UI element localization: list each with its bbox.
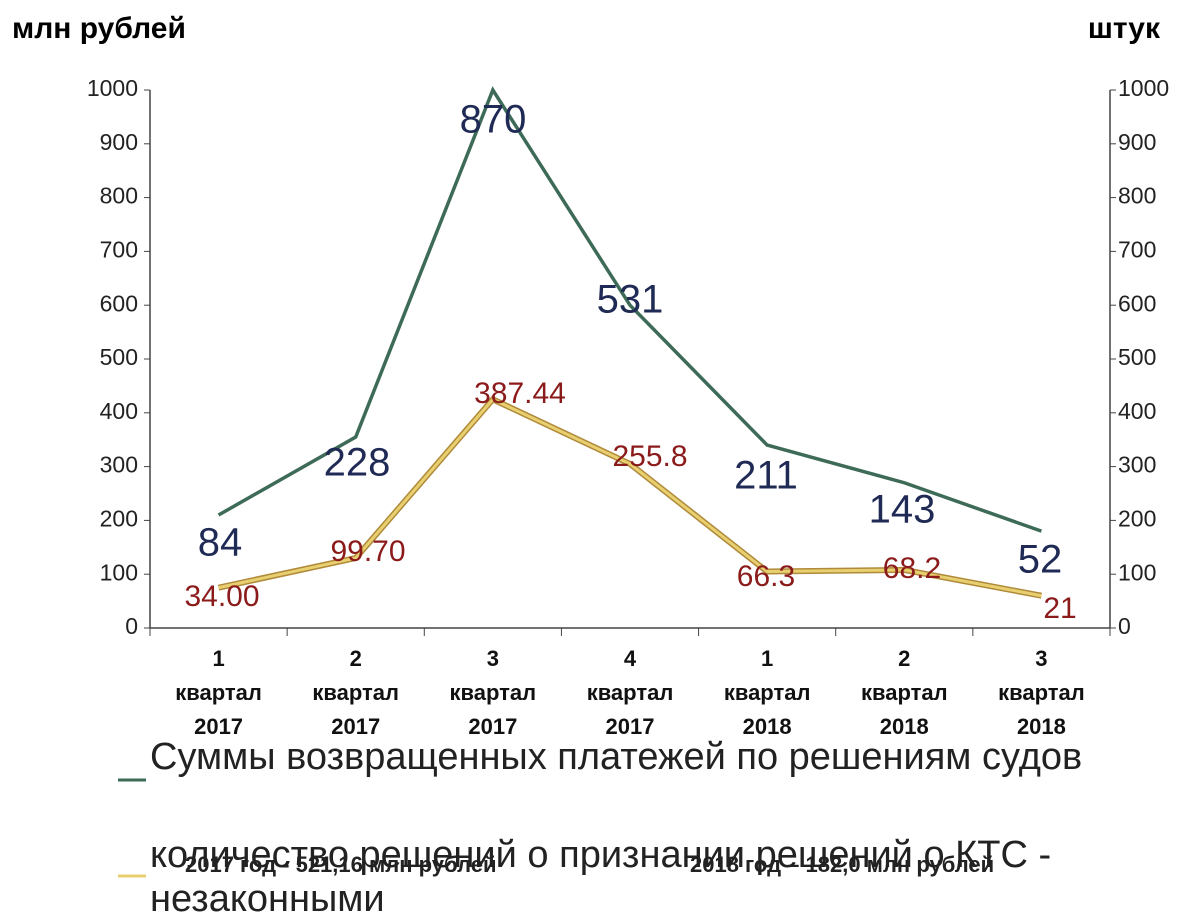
data-label: 255.8 xyxy=(612,440,687,473)
x-tick-label: 2018 xyxy=(743,714,792,739)
y-tick-label: 700 xyxy=(100,236,138,262)
y2-axis-title: штук xyxy=(1088,12,1161,45)
annotation: 2018 год – 182,0 млн рублей xyxy=(690,852,994,877)
data-label: 84 xyxy=(198,521,243,565)
y-tick-label: 1000 xyxy=(87,75,138,101)
y-tick-label: 400 xyxy=(100,398,138,424)
x-tick-label: 2018 xyxy=(880,714,929,739)
x-tick-label: 3 xyxy=(1035,646,1047,671)
data-label: 66.3 xyxy=(737,560,795,593)
x-tick-label: 2 xyxy=(350,646,362,671)
series-line xyxy=(218,397,1042,598)
data-label: 99.70 xyxy=(330,535,405,568)
data-label: 21 xyxy=(1043,592,1076,625)
data-label: 52 xyxy=(1018,538,1063,582)
x-tick-label: квартал xyxy=(312,680,399,705)
series-line xyxy=(217,86,1043,533)
y2-tick-label: 300 xyxy=(1118,452,1156,478)
y2-tick-label: 700 xyxy=(1118,236,1156,262)
x-tick-label: 3 xyxy=(487,646,499,671)
x-tick-label: 2017 xyxy=(606,714,655,739)
x-tick-label: 1 xyxy=(212,646,224,671)
x-tick-label: 4 xyxy=(624,646,637,671)
x-tick-label: квартал xyxy=(861,680,948,705)
y-tick-label: 100 xyxy=(100,559,138,585)
data-label: 228 xyxy=(324,441,391,485)
x-tick-label: квартал xyxy=(724,680,811,705)
y2-tick-label: 400 xyxy=(1118,398,1156,424)
y-tick-label: 600 xyxy=(100,290,138,316)
y2-tick-label: 800 xyxy=(1118,183,1156,209)
y2-tick-label: 200 xyxy=(1118,505,1156,531)
y2-tick-label: 0 xyxy=(1118,613,1131,639)
x-tick-label: 2017 xyxy=(331,714,380,739)
x-tick-label: квартал xyxy=(998,680,1085,705)
data-label: 870 xyxy=(460,98,527,142)
x-tick-label: 1 xyxy=(761,646,773,671)
y2-tick-label: 600 xyxy=(1118,290,1156,316)
x-tick-label: квартал xyxy=(175,680,262,705)
y2-tick-label: 500 xyxy=(1118,344,1156,370)
data-label: 211 xyxy=(734,454,798,498)
x-tick-label: 2018 xyxy=(1017,714,1066,739)
y-tick-label: 800 xyxy=(100,183,138,209)
y-tick-label: 300 xyxy=(100,452,138,478)
y-axis-title: млн рублей xyxy=(12,12,186,45)
data-label: 387.44 xyxy=(474,377,566,410)
x-tick-label: квартал xyxy=(450,680,537,705)
legend-label: количество решений о признании решений о… xyxy=(150,834,1052,920)
x-tick-label: 2017 xyxy=(468,714,517,739)
data-label: 34.00 xyxy=(184,580,259,613)
x-tick-label: 2017 xyxy=(194,714,243,739)
y2-tick-label: 900 xyxy=(1118,129,1156,155)
y-tick-label: 0 xyxy=(125,613,138,639)
y-tick-label: 900 xyxy=(100,129,138,155)
x-tick-label: квартал xyxy=(587,680,674,705)
y2-tick-label: 1000 xyxy=(1118,75,1169,101)
y-tick-label: 200 xyxy=(100,505,138,531)
y-tick-label: 500 xyxy=(100,344,138,370)
data-label: 143 xyxy=(869,488,936,532)
data-label: 68.2 xyxy=(883,552,941,585)
legend-label: Суммы возвращенных платежей по решениям … xyxy=(150,736,1083,778)
annotation: 2017 год - 521,16 млн рублей xyxy=(185,852,497,877)
y2-tick-label: 100 xyxy=(1118,559,1156,585)
x-tick-label: 2 xyxy=(898,646,910,671)
data-label: 531 xyxy=(597,278,664,322)
